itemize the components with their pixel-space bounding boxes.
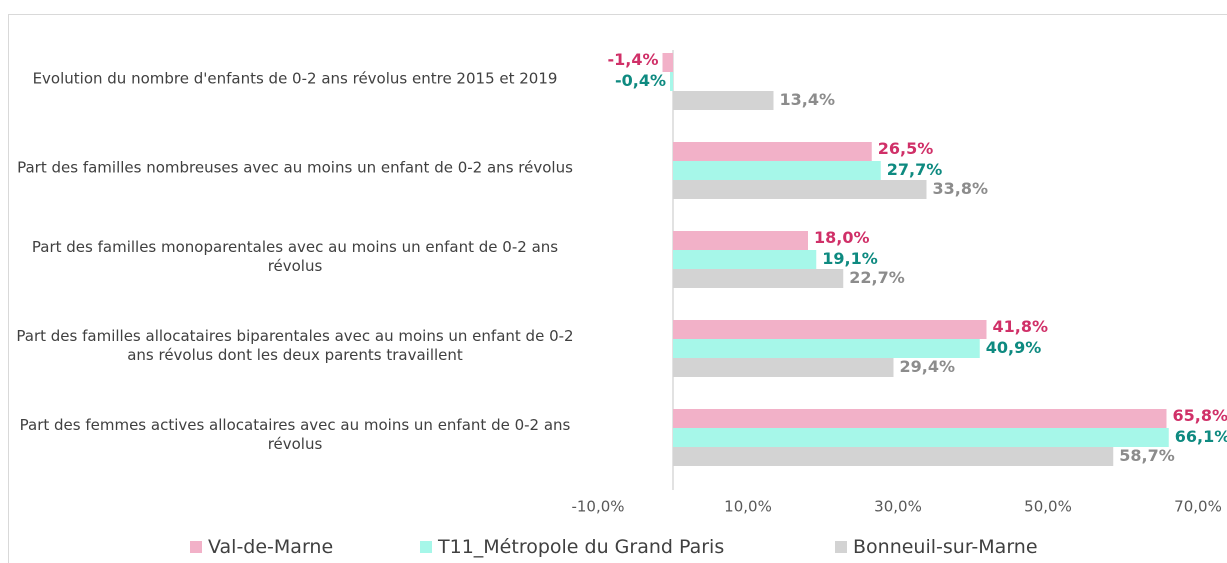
bar [673, 180, 927, 199]
value-label: 26,5% [878, 139, 934, 158]
x-tick-label: 10,0% [724, 498, 772, 516]
bar [673, 231, 808, 250]
bar [673, 91, 774, 110]
legend-item: T11_Métropole du Grand Paris [420, 536, 724, 558]
value-label: 66,1% [1175, 427, 1227, 446]
x-tick-label: -10,0% [571, 498, 624, 516]
bar [662, 53, 673, 72]
chart-border [8, 14, 1227, 563]
legend-label: Bonneuil-sur-Marne [853, 536, 1038, 558]
bar [670, 72, 673, 91]
category-label: Part des femmes actives allocataires ave… [19, 416, 571, 453]
value-label: -1,4% [607, 50, 658, 69]
legend-swatch [190, 541, 202, 553]
value-label: 29,4% [900, 357, 956, 376]
value-label: 58,7% [1119, 446, 1175, 465]
value-label: 65,8% [1173, 406, 1227, 425]
bar [673, 161, 881, 180]
bar [673, 320, 987, 339]
x-tick-label: 50,0% [1024, 498, 1072, 516]
x-tick-label: 30,0% [874, 498, 922, 516]
category-label: Part des familles nombreuses avec au moi… [17, 158, 573, 177]
bar [673, 358, 894, 377]
value-label: 33,8% [933, 179, 989, 198]
category-label: Evolution du nombre d'enfants de 0-2 ans… [32, 69, 558, 88]
x-tick-label: 70,0% [1174, 498, 1222, 516]
bar [673, 409, 1167, 428]
value-label: 19,1% [822, 249, 878, 268]
category-label: Part des familles monoparentales avec au… [31, 238, 559, 275]
legend-swatch [420, 541, 432, 553]
value-label: 27,7% [887, 160, 943, 179]
category-label: Part des familles allocataires biparenta… [16, 327, 574, 364]
bar [673, 142, 872, 161]
value-label: 40,9% [986, 338, 1042, 357]
bar [673, 447, 1114, 466]
bar [673, 428, 1169, 447]
value-label: 18,0% [814, 228, 870, 247]
legend-swatch [835, 541, 847, 553]
legend-label: T11_Métropole du Grand Paris [438, 536, 725, 558]
value-label: 13,4% [780, 90, 836, 109]
value-label: -0,4% [615, 71, 666, 90]
value-label: 41,8% [993, 317, 1049, 336]
bar [673, 250, 817, 269]
bar [673, 269, 844, 288]
value-label: 22,7% [849, 268, 905, 287]
legend-label: Val-de-Marne [208, 536, 334, 558]
legend-item: Val-de-Marne [190, 536, 333, 558]
bar [673, 339, 980, 358]
legend-item: Bonneuil-sur-Marne [835, 536, 1038, 558]
